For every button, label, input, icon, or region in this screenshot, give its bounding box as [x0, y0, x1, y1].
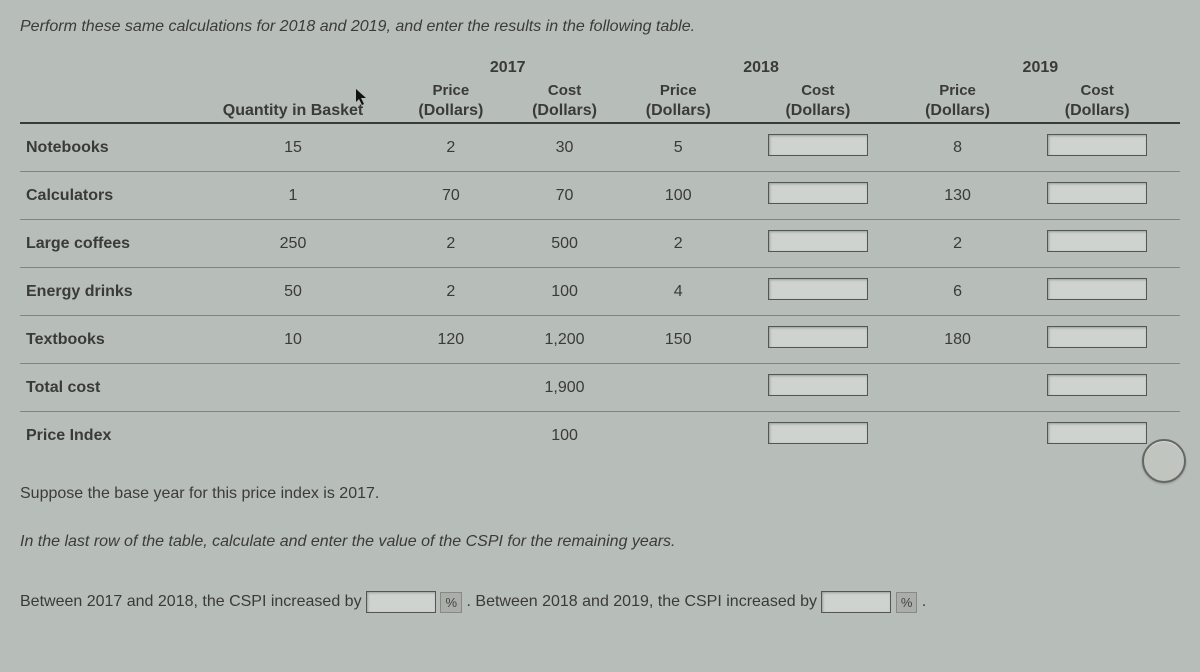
- cspi-change-1718-input[interactable]: [366, 591, 436, 613]
- col-cost-2017: Cost: [508, 81, 622, 100]
- total-c17: 1,900: [508, 364, 622, 412]
- row-c18-input[interactable]: [768, 230, 868, 252]
- bottom-sentence: Between 2017 and 2018, the CSPI increase…: [20, 591, 1180, 613]
- row-c17: 1,200: [508, 316, 622, 364]
- bottom-part1: Between 2017 and 2018, the CSPI increase…: [20, 593, 362, 610]
- row-c17: 70: [508, 172, 622, 220]
- table-row: Notebooks152305 8: [20, 123, 1180, 172]
- row-p18: 100: [621, 172, 735, 220]
- col-cost-2018: Cost: [735, 81, 901, 100]
- cursor-icon: [355, 88, 369, 111]
- row-p19: 2: [901, 220, 1015, 268]
- col-price-2018: Price: [621, 81, 735, 100]
- row-qty: 50: [192, 268, 394, 316]
- table-row: Energy drinks5021004 6: [20, 268, 1180, 316]
- row-label: Energy drinks: [20, 268, 192, 316]
- index-label: Price Index: [20, 412, 192, 460]
- row-p18: 150: [621, 316, 735, 364]
- unit: (Dollars): [735, 100, 901, 123]
- row-c19-input[interactable]: [1047, 230, 1147, 252]
- row-p17: 70: [394, 172, 508, 220]
- row-p19: 6: [901, 268, 1015, 316]
- row-label: Textbooks: [20, 316, 192, 364]
- help-circle-button[interactable]: [1142, 439, 1186, 483]
- row-c18-input[interactable]: [768, 278, 868, 300]
- percent-label-2: %: [896, 592, 918, 613]
- row-c19-input[interactable]: [1047, 182, 1147, 204]
- unit: (Dollars): [394, 100, 508, 123]
- cspi-change-1819-input[interactable]: [821, 591, 891, 613]
- total-cost-row: Total cost 1,900: [20, 364, 1180, 412]
- row-c18-input[interactable]: [768, 182, 868, 204]
- row-c19-input[interactable]: [1047, 326, 1147, 348]
- row-label: Large coffees: [20, 220, 192, 268]
- col-cost-2019: Cost: [1014, 81, 1180, 100]
- table-row: Calculators17070100130: [20, 172, 1180, 220]
- row-qty: 250: [192, 220, 394, 268]
- cspi-instruction: In the last row of the table, calculate …: [20, 533, 1180, 551]
- row-p17: 2: [394, 268, 508, 316]
- index-c18-input[interactable]: [768, 422, 868, 444]
- bottom-period: .: [922, 593, 926, 610]
- base-year-text: Suppose the base year for this price ind…: [20, 485, 1180, 503]
- row-p17: 2: [394, 220, 508, 268]
- row-p19: 180: [901, 316, 1015, 364]
- row-p18: 2: [621, 220, 735, 268]
- row-p18: 5: [621, 123, 735, 172]
- row-c18-input[interactable]: [768, 134, 868, 156]
- row-qty: 1: [192, 172, 394, 220]
- col-price-2019: Price: [901, 81, 1015, 100]
- unit: (Dollars): [1014, 100, 1180, 123]
- row-c17: 100: [508, 268, 622, 316]
- table-row: Textbooks101201,200150 180: [20, 316, 1180, 364]
- unit: (Dollars): [621, 100, 735, 123]
- row-c17: 30: [508, 123, 622, 172]
- total-label: Total cost: [20, 364, 192, 412]
- unit: (Dollars): [508, 100, 622, 123]
- row-label: Calculators: [20, 172, 192, 220]
- index-c17: 100: [508, 412, 622, 460]
- col-price-2017: Price: [394, 81, 508, 100]
- total-c18-input[interactable]: [768, 374, 868, 396]
- index-c19-input[interactable]: [1047, 422, 1147, 444]
- row-c18-input[interactable]: [768, 326, 868, 348]
- row-c19-input[interactable]: [1047, 278, 1147, 300]
- year-2018-header: 2018: [621, 58, 900, 81]
- row-c19-input[interactable]: [1047, 134, 1147, 156]
- total-c19-input[interactable]: [1047, 374, 1147, 396]
- year-2019-header: 2019: [901, 58, 1180, 81]
- table-row: Large coffees250250022: [20, 220, 1180, 268]
- year-2017-header: 2017: [394, 58, 621, 81]
- row-p17: 2: [394, 123, 508, 172]
- row-p18: 4: [621, 268, 735, 316]
- row-p19: 130: [901, 172, 1015, 220]
- percent-label-1: %: [440, 592, 462, 613]
- unit: (Dollars): [901, 100, 1015, 123]
- row-label: Notebooks: [20, 123, 192, 172]
- row-qty: 10: [192, 316, 394, 364]
- row-c17: 500: [508, 220, 622, 268]
- price-table: 2017 2018 2019 Price Cost Price Cost Pri…: [20, 58, 1180, 459]
- instruction-text: Perform these same calculations for 2018…: [20, 18, 1180, 36]
- row-p19: 8: [901, 123, 1015, 172]
- bottom-part2: . Between 2018 and 2019, the CSPI increa…: [467, 593, 817, 610]
- price-index-row: Price Index 100: [20, 412, 1180, 460]
- row-p17: 120: [394, 316, 508, 364]
- row-qty: 15: [192, 123, 394, 172]
